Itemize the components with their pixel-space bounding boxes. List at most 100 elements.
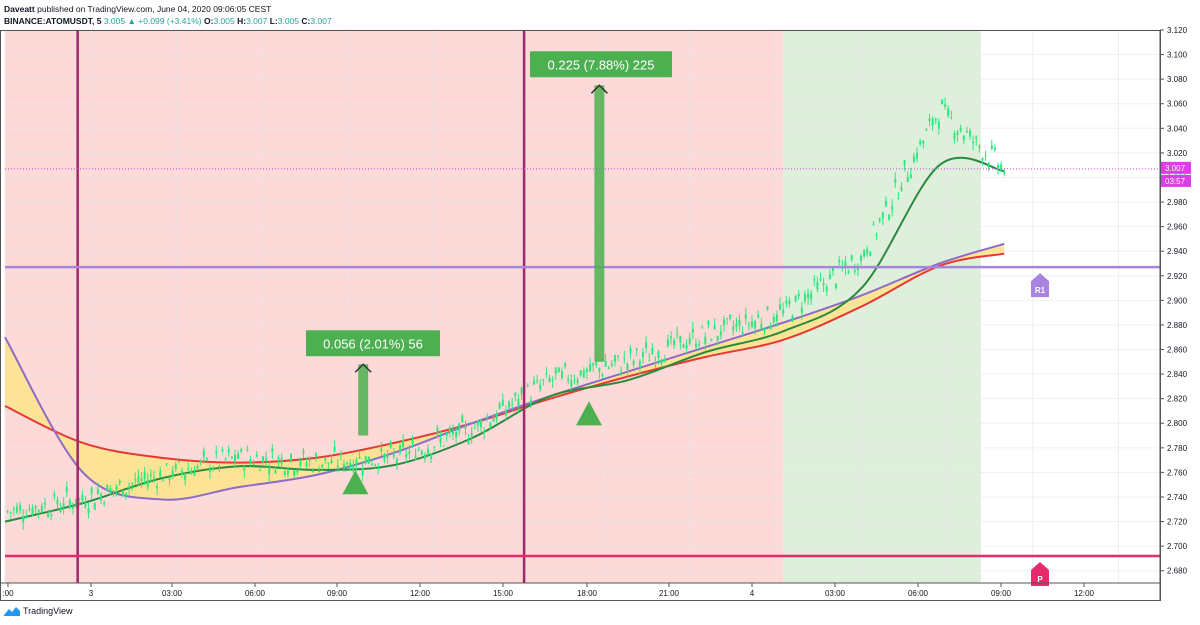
- candle-body: [810, 293, 813, 300]
- x-tick-label: 4: [750, 589, 755, 598]
- candle-body: [184, 473, 187, 481]
- candle-body: [202, 450, 205, 457]
- candle-body: [816, 282, 819, 290]
- candle-body: [835, 283, 838, 289]
- candle-body: [498, 403, 501, 409]
- candle-body: [305, 462, 308, 467]
- candle-body: [255, 454, 258, 457]
- candle-body: [417, 449, 420, 451]
- candle-body: [878, 218, 881, 221]
- measure-label: 0.056 (2.01%) 56: [323, 336, 423, 351]
- candle-body: [190, 470, 193, 475]
- countdown-badge: [1161, 174, 1191, 187]
- candle-body: [585, 368, 588, 373]
- candle-body: [1000, 164, 1003, 170]
- tradingview-brand[interactable]: TradingView: [23, 606, 73, 616]
- session-zone-green: [783, 30, 981, 583]
- candle-body: [349, 463, 352, 470]
- x-tick-label: 06:00: [908, 589, 929, 598]
- candle-body: [564, 362, 567, 367]
- candle-body: [339, 452, 342, 455]
- published-text: published on TradingView.com, June 04, 2…: [37, 4, 272, 14]
- candle-body: [115, 486, 118, 490]
- candle-body: [314, 453, 317, 457]
- candle-body: [199, 460, 202, 462]
- up-arrow-icon: ▲: [127, 16, 136, 26]
- candle-body: [863, 250, 866, 257]
- candle-body: [570, 380, 573, 387]
- candle-body: [243, 467, 246, 471]
- candle-body: [828, 274, 831, 280]
- candle-body: [997, 165, 1000, 171]
- candle-body: [165, 463, 168, 465]
- pivot-badge: [1031, 561, 1049, 586]
- candle-body: [308, 459, 311, 461]
- candle-body: [193, 472, 196, 476]
- candle-body: [760, 324, 763, 329]
- candle-body: [31, 507, 34, 515]
- price-change: +0.099 (+3.41%): [138, 16, 202, 26]
- candle-body: [694, 343, 697, 348]
- candle-body: [392, 453, 395, 457]
- candle-body: [414, 455, 417, 461]
- x-tick-label: 03:00: [825, 589, 846, 598]
- candle-body: [582, 370, 585, 378]
- y-tick-label: 2.940: [1167, 247, 1188, 256]
- candle-body: [532, 380, 535, 385]
- candle-body: [956, 131, 959, 136]
- candle-body: [121, 490, 124, 497]
- candle-body: [875, 234, 878, 236]
- tradingview-logo-icon: [4, 607, 20, 616]
- candle-body: [149, 474, 152, 477]
- candle-body: [651, 347, 654, 355]
- y-tick-label: 2.900: [1167, 296, 1188, 305]
- candle-body: [212, 468, 215, 471]
- candle-body: [423, 454, 426, 460]
- candle-body: [395, 459, 398, 463]
- close-value: 3.007: [310, 16, 332, 26]
- y-tick-label: 3.100: [1167, 51, 1188, 60]
- candle-body: [196, 465, 199, 470]
- candle-body: [766, 306, 769, 310]
- candle-body: [701, 327, 704, 329]
- candle-body: [84, 502, 87, 507]
- candle-body: [536, 380, 539, 382]
- x-tick-label: 12:00: [1074, 589, 1095, 598]
- candle-body: [579, 370, 582, 376]
- candle-body: [972, 141, 975, 144]
- publisher-name[interactable]: Daveatt: [4, 4, 35, 14]
- candle-body: [937, 121, 940, 129]
- candle-body: [483, 430, 486, 434]
- candle-body: [940, 99, 943, 105]
- candle-body: [311, 471, 314, 473]
- candle-body: [679, 335, 682, 343]
- candle-body: [607, 367, 610, 369]
- candle-body: [336, 465, 339, 468]
- candle-body: [897, 198, 900, 200]
- candle-body: [698, 343, 701, 345]
- candle-body: [433, 446, 436, 448]
- candle-body: [909, 174, 912, 179]
- candle-body: [831, 267, 834, 272]
- candle-body: [492, 418, 495, 422]
- candle-body: [666, 339, 669, 347]
- candle-body: [224, 458, 227, 460]
- last-price-badge: [1161, 161, 1191, 174]
- candle-body: [645, 342, 648, 348]
- candle-body: [807, 293, 810, 299]
- candle-body: [134, 479, 137, 481]
- candle-body: [177, 461, 180, 463]
- candle-body: [838, 260, 841, 263]
- measure-bar: [594, 85, 605, 362]
- candle-body: [274, 470, 277, 474]
- candle-body: [209, 468, 212, 473]
- candle-body: [205, 457, 208, 460]
- candle-body: [931, 119, 934, 126]
- candle-body: [623, 357, 626, 359]
- candle-body: [866, 248, 869, 255]
- countdown-label: 03:57: [1165, 177, 1186, 186]
- candle-body: [769, 324, 772, 330]
- candle-body: [903, 160, 906, 166]
- candle-body: [919, 141, 922, 145]
